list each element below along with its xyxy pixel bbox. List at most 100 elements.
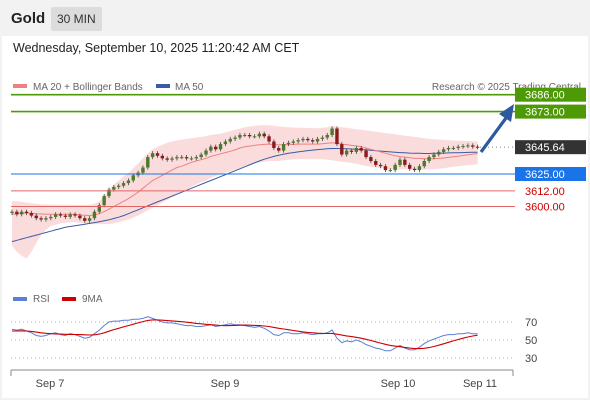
- candle-body: [223, 141, 228, 145]
- resistance-level: 3686.00: [11, 87, 586, 102]
- support-label: 3612.00: [525, 186, 565, 198]
- ma20-legend-label: MA 20 + Bollinger Bands: [33, 82, 143, 93]
- candle-body: [320, 137, 325, 139]
- candle: [335, 126, 339, 147]
- candle-body: [238, 135, 242, 138]
- candle-body: [131, 175, 135, 181]
- candle-body: [58, 214, 63, 216]
- candle-body: [189, 158, 194, 160]
- candle-body: [417, 166, 422, 171]
- interval-badge[interactable]: 30 MIN: [51, 7, 102, 31]
- current-price-label: 3645.64: [525, 142, 565, 154]
- candle: [466, 143, 470, 149]
- candle: [160, 153, 165, 161]
- candle: [475, 144, 480, 150]
- candle-body: [340, 144, 344, 155]
- candle-body: [437, 151, 441, 155]
- candle-body: [126, 180, 131, 184]
- candle-body: [252, 136, 257, 138]
- candle: [296, 138, 300, 144]
- candle-body: [209, 146, 213, 151]
- current-level: 3645.64: [480, 140, 586, 155]
- candle: [117, 183, 121, 190]
- main-legend: MA 20 + Bollinger Bands MA 50 Research ©…: [13, 82, 581, 93]
- candle: [184, 155, 189, 161]
- candle: [364, 148, 368, 160]
- candle-body: [383, 166, 388, 171]
- candle: [199, 152, 203, 160]
- candle: [97, 203, 101, 214]
- candle: [471, 143, 475, 149]
- candle-body: [112, 187, 116, 190]
- candle-body: [165, 158, 169, 160]
- candle: [262, 131, 266, 139]
- pivot-label: 3625.00: [525, 169, 565, 181]
- candle: [218, 142, 223, 152]
- candle-body: [53, 214, 58, 217]
- candle: [238, 132, 242, 140]
- candle: [378, 162, 383, 169]
- candle: [388, 168, 392, 173]
- candle: [354, 145, 359, 154]
- candle-body: [218, 144, 223, 150]
- candle-body: [335, 128, 339, 145]
- candle-body: [194, 157, 198, 159]
- candle: [359, 145, 363, 153]
- candle-body: [155, 153, 160, 156]
- price-plot: [10, 125, 480, 259]
- candle: [286, 140, 291, 147]
- candle: [68, 212, 72, 219]
- candle: [10, 209, 14, 216]
- candle-body: [150, 153, 155, 158]
- candle: [141, 165, 145, 175]
- candle-body: [446, 148, 451, 150]
- timestamp: Wednesday, September 10, 2025 11:20:42 A…: [13, 41, 300, 55]
- candle: [403, 157, 407, 167]
- forecast-arrow-head: [499, 104, 514, 122]
- candle: [87, 216, 92, 223]
- candle: [247, 132, 252, 139]
- candle-body: [466, 145, 470, 147]
- candle: [107, 187, 111, 199]
- candle-body: [204, 150, 208, 155]
- x-tick-label: Sep 11: [463, 378, 497, 390]
- candle-body: [175, 157, 179, 159]
- candle-body: [272, 141, 276, 148]
- pivot-tag: [515, 167, 586, 181]
- candle: [349, 148, 354, 154]
- candle: [20, 209, 24, 217]
- support-level: 3600.00: [11, 202, 565, 214]
- candle-body: [281, 144, 286, 151]
- rsi-ma-legend-swatch: [62, 297, 76, 301]
- rsi-legend: RSI 9MA: [13, 294, 103, 305]
- candle: [204, 148, 208, 157]
- candle-body: [306, 138, 310, 141]
- resistance-tag: [515, 87, 586, 102]
- candle: [432, 152, 436, 160]
- candle-body: [184, 157, 189, 159]
- candle-body: [441, 149, 446, 152]
- candle-body: [170, 158, 174, 160]
- candle: [170, 156, 174, 162]
- candle-body: [257, 133, 262, 137]
- ma50-legend-label: MA 50: [175, 82, 204, 93]
- bollinger-band: [12, 125, 478, 259]
- candle: [369, 155, 373, 164]
- ma50-legend-swatch: [156, 84, 170, 88]
- candle-body: [286, 142, 291, 145]
- candle: [374, 158, 378, 167]
- candle-body: [427, 157, 431, 161]
- candle: [155, 151, 160, 158]
- price-levels: 3686.00 3673.00 3645.64 3625.00 3612.00 3600.…: [11, 87, 586, 214]
- x-tick-label: Sep 9: [211, 378, 240, 390]
- candle: [272, 139, 276, 151]
- candle-body: [262, 133, 266, 137]
- candle: [63, 213, 68, 219]
- candle: [311, 138, 315, 144]
- candle-body: [34, 215, 38, 219]
- candle: [344, 148, 349, 157]
- candle: [408, 162, 412, 171]
- candle: [209, 144, 213, 153]
- candle: [83, 216, 87, 223]
- candle: [150, 151, 155, 160]
